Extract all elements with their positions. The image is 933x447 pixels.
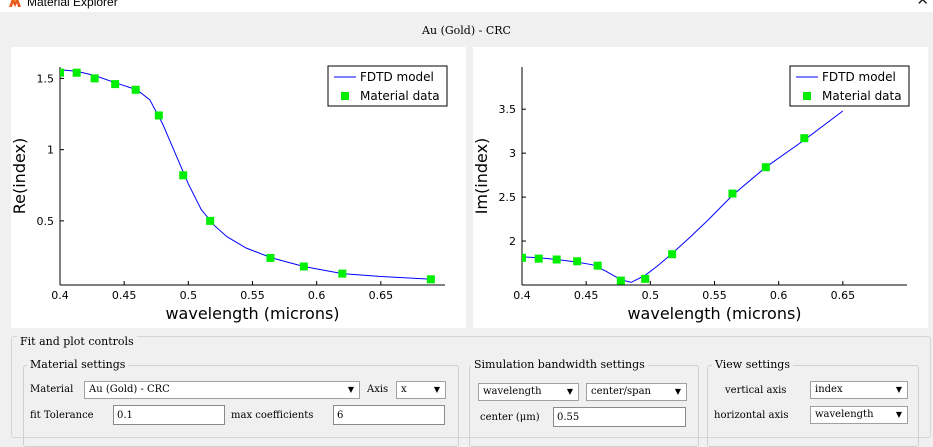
re-x-tick-label: 0.6 xyxy=(308,289,326,302)
re-y-tick-label: 0.5 xyxy=(37,215,55,228)
im-y-tick-label: 2 xyxy=(509,235,516,248)
max-coefficients-label: max coefficients xyxy=(231,410,314,421)
material-select[interactable]: Au (Gold) - CRC ▼ xyxy=(84,381,360,399)
vertical-axis-select[interactable]: index ▼ xyxy=(810,381,908,399)
fit-tolerance-input[interactable] xyxy=(113,405,225,425)
re-y-axis-label: Re(index) xyxy=(11,138,29,215)
im-x-axis-label: wavelength (microns) xyxy=(627,304,801,323)
im-material-data-point xyxy=(573,257,582,266)
horizontal-axis-value: wavelength xyxy=(815,409,874,420)
re-material-data-point xyxy=(266,253,275,262)
center-label: center (μm) xyxy=(480,412,540,423)
plot-title: Au (Gold) - CRC xyxy=(422,24,511,37)
im-x-tick-label: 0.6 xyxy=(770,289,788,302)
axis-select-value: x xyxy=(401,384,407,395)
re-legend-marker-swatch xyxy=(341,92,349,100)
im-material-data-point xyxy=(593,261,602,270)
bandwidth-span-value: center/span xyxy=(591,386,651,397)
re-material-data-point xyxy=(179,171,188,180)
re-x-axis-label: wavelength (microns) xyxy=(165,304,339,323)
re-material-data-point xyxy=(338,269,347,278)
window-title: Material Explorer xyxy=(27,0,118,9)
re-index-plot: 0.4 0.45 0.5 0.55 0.6 0.65 0.5 1 1.5 wavelength (… xyxy=(11,47,466,328)
material-select-value: Au (Gold) - CRC xyxy=(89,384,170,395)
re-legend-label-model: FDTD model xyxy=(360,70,434,84)
fit-tolerance-label: fit Tolerance xyxy=(30,410,94,421)
im-material-data-point xyxy=(616,276,625,285)
im-material-data-point xyxy=(668,250,677,259)
close-icon[interactable]: ✕ xyxy=(916,0,929,9)
im-material-data-point xyxy=(761,163,770,172)
re-material-data-point xyxy=(206,216,215,225)
axis-label: Axis xyxy=(367,384,389,395)
bandwidth-span-select[interactable]: center/span ▼ xyxy=(586,383,687,401)
re-index-chart: 0.4 0.45 0.5 0.55 0.6 0.65 0.5 1 1.5 wavelength (… xyxy=(11,65,448,323)
im-material-data-point xyxy=(800,134,809,143)
im-y-tick-label: 3.5 xyxy=(499,103,517,116)
material-settings-title: Material settings xyxy=(27,358,129,371)
im-y-axis-label: Im(index) xyxy=(473,138,491,215)
re-material-data-point xyxy=(154,111,163,120)
app-icon xyxy=(9,0,21,7)
im-material-data-point xyxy=(552,255,561,264)
re-material-data-point xyxy=(60,68,64,77)
re-material-data-point xyxy=(426,275,435,284)
im-material-data-point xyxy=(641,274,650,283)
chevron-down-icon: ▼ xyxy=(895,410,902,419)
re-material-data-point xyxy=(111,80,120,89)
im-legend-marker-swatch xyxy=(803,92,811,100)
title-bar: Material Explorer ✕ xyxy=(0,0,933,12)
re-plot-area xyxy=(60,68,435,284)
fit-plot-controls-title: Fit and plot controls xyxy=(17,335,137,348)
re-x-tick-label: 0.5 xyxy=(180,289,198,302)
im-material-data-point xyxy=(728,189,737,198)
vertical-axis-value: index xyxy=(815,384,843,395)
im-plot-area xyxy=(522,110,844,285)
material-label: Material xyxy=(30,384,74,395)
horizontal-axis-label: horizontal axis xyxy=(714,410,789,421)
im-material-data-point xyxy=(522,253,526,262)
re-material-data-point xyxy=(90,74,99,83)
simulation-bandwidth-group xyxy=(469,365,699,447)
re-x-tick-label: 0.4 xyxy=(51,289,69,302)
im-legend: FDTD model Material data xyxy=(789,65,910,107)
im-legend-label-data: Material data xyxy=(822,89,902,103)
chevron-down-icon: ▼ xyxy=(895,385,902,394)
chevron-down-icon: ▼ xyxy=(433,385,440,394)
re-x-tick-label: 0.55 xyxy=(240,289,265,302)
im-x-tick-label: 0.4 xyxy=(513,289,531,302)
re-legend-label-data: Material data xyxy=(360,89,440,103)
re-y-tick-label: 1 xyxy=(47,144,54,157)
im-index-plot: 0.4 0.45 0.5 0.55 0.6 0.65 2 2.5 3 3.5 wavelength … xyxy=(473,47,928,328)
im-index-chart: 0.4 0.45 0.5 0.55 0.6 0.65 2 2.5 3 3.5 wavelength … xyxy=(473,65,910,323)
im-x-tick-label: 0.5 xyxy=(642,289,660,302)
chevron-down-icon: ▼ xyxy=(674,387,681,396)
re-material-data-point xyxy=(131,85,140,94)
chevron-down-icon: ▼ xyxy=(347,385,354,394)
re-x-tick-label: 0.65 xyxy=(369,289,394,302)
chevron-down-icon: ▼ xyxy=(566,387,573,396)
re-y-tick-label: 1.5 xyxy=(37,72,55,85)
simulation-bandwidth-title: Simulation bandwidth settings xyxy=(471,358,648,371)
bandwidth-mode-value: wavelength xyxy=(483,386,542,397)
center-input[interactable] xyxy=(553,407,686,427)
bandwidth-mode-select[interactable]: wavelength ▼ xyxy=(478,383,579,401)
im-x-tick-label: 0.55 xyxy=(702,289,727,302)
horizontal-axis-select[interactable]: wavelength ▼ xyxy=(810,406,908,424)
im-fdtd-model-line xyxy=(522,110,844,283)
max-coefficients-input[interactable] xyxy=(333,405,445,425)
re-material-data-point xyxy=(72,68,81,77)
axis-select[interactable]: x ▼ xyxy=(396,381,446,399)
im-y-tick-label: 2.5 xyxy=(499,191,517,204)
im-x-tick-label: 0.45 xyxy=(574,289,599,302)
im-y-tick-label: 3 xyxy=(509,147,516,160)
im-x-tick-label: 0.65 xyxy=(831,289,856,302)
re-material-data-point xyxy=(299,262,308,271)
vertical-axis-label: vertical axis xyxy=(725,385,787,396)
re-x-tick-label: 0.45 xyxy=(112,289,137,302)
re-legend: FDTD model Material data xyxy=(327,65,448,107)
im-legend-label-model: FDTD model xyxy=(822,70,896,84)
view-settings-title: View settings xyxy=(712,358,793,371)
im-material-data-point xyxy=(534,254,543,263)
